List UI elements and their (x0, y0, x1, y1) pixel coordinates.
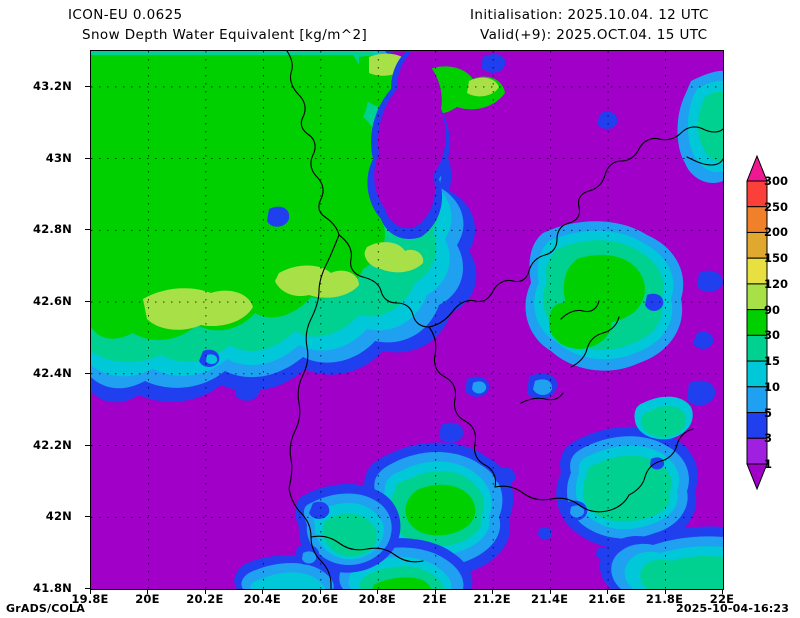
colorbar-tick-label: 1 (764, 457, 773, 471)
model-title: ICON-EU 0.0625 (68, 7, 183, 23)
colorbar[interactable] (745, 155, 769, 490)
x-axis-label: 21.4E (531, 592, 569, 606)
colorbar-tick-label: 30 (764, 328, 781, 343)
x-axis-tick (147, 589, 149, 594)
snow-depth-field (91, 51, 723, 589)
field-title: Snow Depth Water Equivalent [kg/m^2] (82, 27, 368, 43)
colorbar-tick-label: 200 (764, 225, 789, 240)
render-timestamp: 2025-10-04-16:23 (676, 602, 790, 615)
valid-time: Valid(+9): 2025.OCT.04. 15 UTC (480, 27, 708, 43)
x-axis-label: 21.6E (588, 592, 626, 606)
x-axis-label: 20.4E (243, 592, 281, 606)
x-axis-tick (664, 589, 666, 594)
y-axis-label: 42.2N (33, 437, 72, 452)
y-axis-label: 42N (45, 509, 72, 524)
x-axis-tick (722, 589, 723, 594)
x-axis-label: 21E (422, 592, 447, 606)
y-axis-tick (85, 301, 90, 303)
y-axis-label: 41.8N (33, 581, 72, 595)
x-axis-tick (377, 589, 379, 594)
y-axis-label: 42.6N (33, 294, 72, 309)
y-axis-label: 43N (45, 150, 72, 165)
x-axis-tick (319, 589, 321, 594)
x-axis-label: 21.8E (645, 592, 684, 606)
y-axis-tick (85, 229, 90, 231)
x-axis-tick (262, 589, 264, 594)
y-axis-label: 42.8N (33, 222, 72, 237)
y-axis-tick (85, 157, 90, 159)
x-axis-tick (90, 589, 91, 594)
initialisation-time: Initialisation: 2025.10.04. 12 UTC (470, 7, 709, 23)
y-axis-tick (85, 588, 90, 589)
x-axis-label: 21.2E (473, 592, 511, 606)
y-axis-tick (85, 444, 90, 446)
x-axis-label: 22E (709, 592, 735, 606)
y-axis-tick (85, 372, 90, 374)
colorbar-swatches (746, 155, 768, 490)
map-plot-area[interactable] (90, 50, 724, 590)
colorbar-tick-label: 250 (764, 199, 789, 214)
y-axis-tick (85, 85, 90, 87)
x-axis-label: 20.8E (358, 592, 396, 606)
producer-credit: GrADS/COLA (6, 602, 85, 615)
x-axis-label: 20.6E (301, 592, 339, 606)
colorbar-tick-label: 5 (764, 405, 773, 420)
x-axis-tick (549, 589, 551, 594)
header-left-block: ICON-EU 0.0625 Snow Depth Water Equivale… (68, 5, 468, 45)
x-axis-tick (204, 589, 206, 594)
x-axis-label: 20E (135, 592, 160, 606)
header-right-block: Initialisation: 2025.10.04. 12 UTC Valid… (470, 5, 800, 45)
colorbar-tick-label: 3 (764, 431, 773, 446)
colorbar-tick-label: 15 (764, 354, 781, 369)
y-axis-tick (85, 516, 90, 518)
y-axis-label: 43.2N (33, 78, 72, 93)
colorbar-tick-label: 150 (764, 251, 789, 266)
colorbar-tick-label: 90 (764, 302, 781, 317)
x-axis-label: 20.2E (186, 592, 224, 606)
x-axis-tick (434, 589, 436, 594)
colorbar-tick-label: 120 (764, 276, 789, 291)
x-axis-label: 19.8E (71, 592, 109, 606)
y-axis-label: 42.4N (33, 365, 72, 380)
colorbar-tick-label: 300 (764, 174, 789, 188)
x-axis-tick (607, 589, 609, 594)
colorbar-tick-label: 10 (764, 379, 781, 394)
x-axis-tick (492, 589, 494, 594)
